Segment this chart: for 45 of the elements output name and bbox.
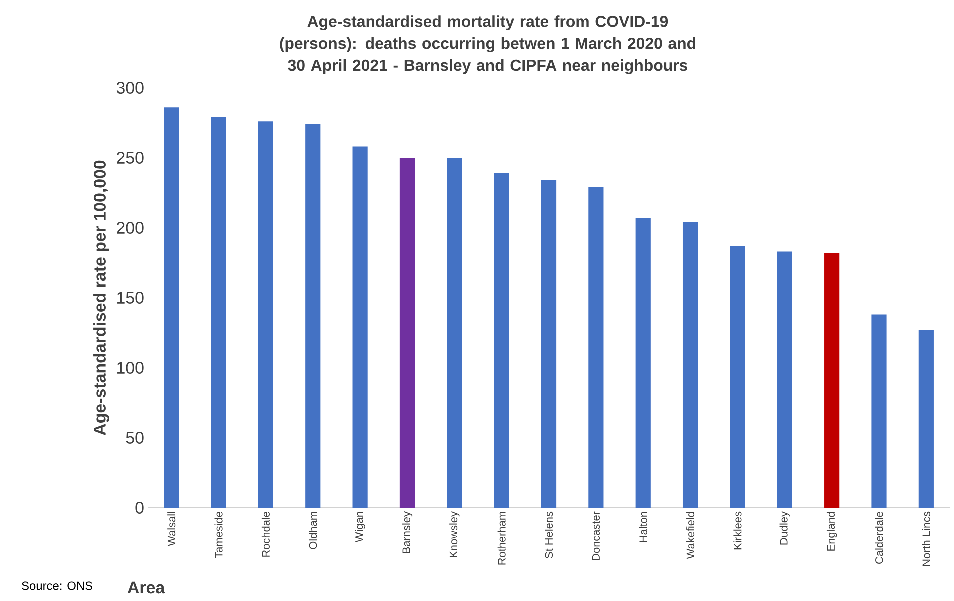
y-tick-label: 300 <box>116 82 144 94</box>
x-tick-label: North Lincs <box>922 512 930 566</box>
x-tick-label: Kirklees <box>734 512 742 550</box>
bar <box>730 246 746 508</box>
y-tick-label: 50 <box>126 432 144 444</box>
y-tick-label: 200 <box>117 222 144 234</box>
bar <box>777 252 792 508</box>
bar <box>636 218 651 508</box>
x-tick-label: Walsall <box>168 512 176 546</box>
y-axis-title: Age-standardised rate per 100,000 <box>94 160 110 436</box>
x-tick-label: Calderdale <box>875 512 884 564</box>
x-tick-label: Knowsley <box>450 512 460 558</box>
x-tick-label: Wakefield <box>686 512 695 560</box>
bar <box>494 173 510 508</box>
bar <box>211 117 226 508</box>
x-tick-label: Dudley <box>780 512 790 545</box>
x-tick-label: England <box>826 512 838 551</box>
bar <box>447 158 462 508</box>
x-tick-label: Barnsley <box>402 512 413 554</box>
bar <box>541 180 557 508</box>
x-tick-label: Oldham <box>309 512 318 550</box>
bar <box>352 146 368 508</box>
x-tick-label: Doncaster <box>592 512 600 561</box>
y-tick-label: 250 <box>117 152 144 164</box>
bar <box>824 253 840 508</box>
bar <box>258 122 274 508</box>
bar <box>588 187 604 508</box>
bar <box>682 222 698 508</box>
source-note: Source: ONS <box>22 582 93 590</box>
x-tick-label: Tameside <box>214 512 223 558</box>
x-tick-label: Halton <box>639 512 648 542</box>
chart-title: Age-standardised mortality rate from COVID-19 (persons): deaths occurring betwen 1 March 2020 and 30 April 2021 - Barnsley and CIPFA near neighbours <box>280 16 696 74</box>
y-tick-label: 100 <box>118 362 144 374</box>
x-tick-label: Wigan <box>355 512 366 543</box>
bar <box>918 330 934 508</box>
x-tick-label: Rochdale <box>262 512 270 557</box>
x-tick-label: St Helens <box>544 512 554 559</box>
bar <box>872 314 887 508</box>
bar <box>306 124 321 508</box>
bar <box>164 108 180 508</box>
x-tick-label: Rotherham <box>498 512 506 565</box>
bar <box>400 158 416 508</box>
x-axis-title: Area <box>128 582 166 594</box>
y-tick-label: 150 <box>118 292 144 304</box>
y-tick-label: 0 <box>136 502 144 514</box>
